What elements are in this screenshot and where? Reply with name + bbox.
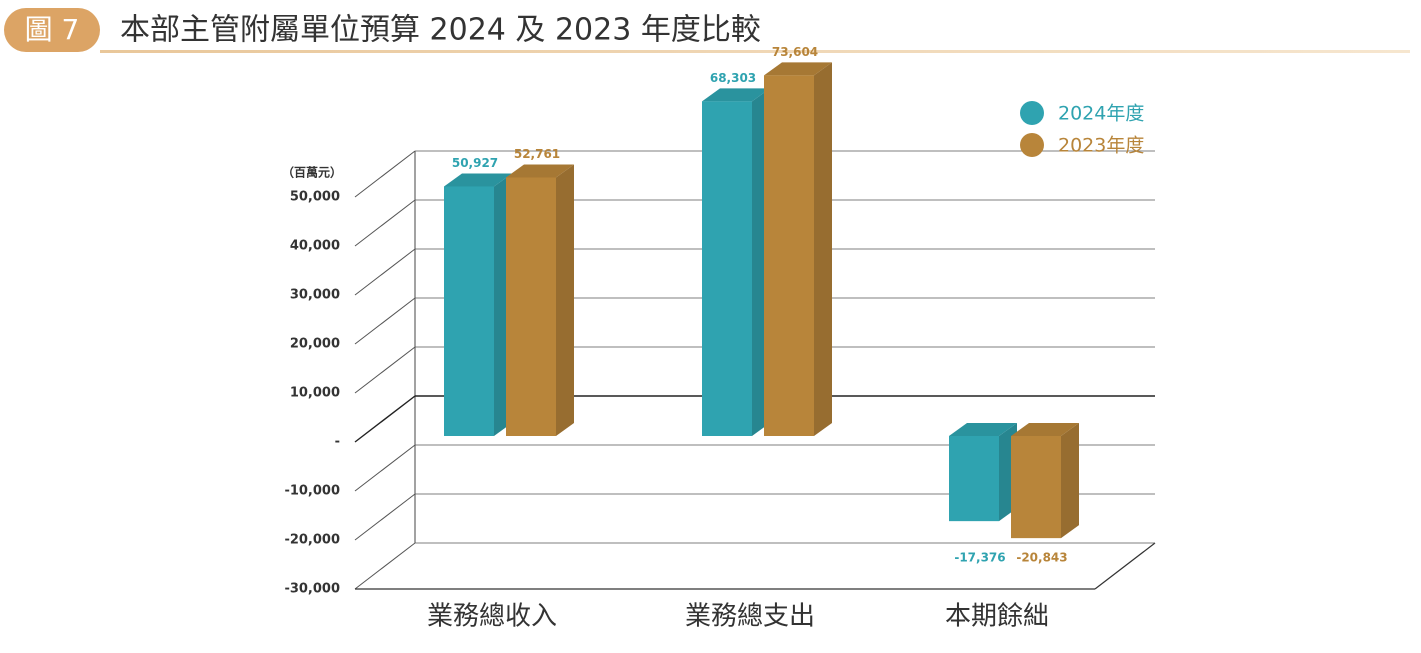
title-rule <box>100 50 1410 53</box>
value-label: 52,761 <box>514 147 560 161</box>
bar-side <box>1061 423 1079 539</box>
grid-line <box>354 346 416 394</box>
x-tick-label: 業務總收入 <box>427 602 557 632</box>
y-tick-label: - <box>335 435 340 450</box>
bar <box>764 75 814 437</box>
y-tick-label: 20,000 <box>290 337 340 352</box>
grid-line <box>354 542 416 590</box>
y-tick-label: 10,000 <box>290 386 340 401</box>
x-tick-label: 本期餘絀 <box>945 602 1049 632</box>
grid-line <box>354 493 416 541</box>
grid-line <box>354 199 416 247</box>
grid-line <box>354 248 416 296</box>
grid-line <box>354 395 416 443</box>
bar <box>702 101 752 436</box>
legend-swatch <box>1020 101 1044 125</box>
bar-top <box>506 164 574 178</box>
bar <box>949 436 999 522</box>
grid-line <box>354 150 416 198</box>
bar-side <box>556 164 574 436</box>
bar-side <box>814 62 832 437</box>
bar-top <box>702 88 770 102</box>
bar-top <box>444 173 512 187</box>
bar-group <box>702 88 770 436</box>
y-tick-label: 30,000 <box>290 288 340 303</box>
y-tick-label: 40,000 <box>290 239 340 254</box>
bar-top <box>764 62 832 76</box>
y-tick-label: -30,000 <box>284 582 340 597</box>
value-label: 50,927 <box>452 156 498 170</box>
chart-title: 本部主管附屬單位預算 2024 及 2023 年度比較 <box>120 13 761 48</box>
legend-swatch <box>1020 133 1044 157</box>
bar-group <box>764 62 832 437</box>
legend-label: 2024年度 <box>1058 103 1144 125</box>
value-label: 68,303 <box>710 71 756 85</box>
bar-group <box>1011 423 1079 539</box>
value-label: -17,376 <box>954 551 1005 565</box>
unit-label: （百萬元） <box>282 165 342 180</box>
grid-line <box>354 444 416 492</box>
bar <box>1011 436 1061 539</box>
bar <box>444 186 494 436</box>
figure-badge <box>4 8 100 52</box>
y-tick-label: -20,000 <box>284 533 340 548</box>
y-tick-label: 50,000 <box>290 190 340 205</box>
bar-top <box>1011 423 1079 436</box>
bar-top <box>949 423 1017 436</box>
bar-group <box>506 164 574 436</box>
floor-edge <box>1094 542 1156 590</box>
y-tick-label: -10,000 <box>284 484 340 499</box>
bar-group <box>444 173 512 436</box>
bar-group <box>949 423 1017 522</box>
value-label: -20,843 <box>1016 551 1067 565</box>
bar <box>506 177 556 436</box>
legend-label: 2023年度 <box>1058 135 1144 157</box>
grid-line <box>354 297 416 345</box>
figure-label: 圖 7 <box>25 13 80 46</box>
value-label: 73,604 <box>772 45 818 59</box>
x-tick-label: 業務總支出 <box>685 602 815 632</box>
